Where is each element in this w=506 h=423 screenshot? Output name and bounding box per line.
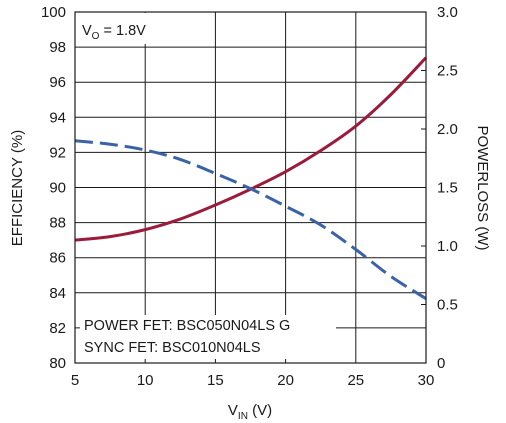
y-right-tick-label: 3.0 <box>437 4 458 21</box>
tick-labels: 5 10 15 20 25 30 80 82 84 86 88 90 92 94 96 98 100 0 0.5 1.… <box>41 4 458 389</box>
y-left-tick-label: 98 <box>49 39 66 56</box>
y-left-tick-label: 80 <box>49 355 66 372</box>
y-axis-left-title: EFFICIENCY (%) <box>9 130 26 246</box>
powerloss-series-line <box>74 139 427 300</box>
y-axis-right-title: POWERLOSS (W) <box>474 125 491 250</box>
x-tick-label: 10 <box>137 372 154 389</box>
x-tick-label: 20 <box>277 372 294 389</box>
y-right-tick-label: 0.5 <box>437 297 458 314</box>
x-tick-label: 25 <box>347 372 364 389</box>
vo-annotation: VO = 1.8V <box>82 23 146 42</box>
y-left-tick-label: 96 <box>49 74 66 91</box>
vo-annotation-box: VO = 1.8V <box>76 13 162 44</box>
y-left-tick-label: 100 <box>41 4 66 21</box>
y-right-tick-label: 0 <box>437 355 445 372</box>
series-layer <box>74 56 428 300</box>
y-left-tick-label: 88 <box>49 215 66 232</box>
x-tick-label: 15 <box>207 372 224 389</box>
y-left-tick-label: 84 <box>49 285 66 302</box>
y-right-tick-label: 1.0 <box>437 238 458 255</box>
x-tick-label: 5 <box>71 372 79 389</box>
y-left-tick-label: 94 <box>49 109 66 126</box>
y-right-tick-label: 2.5 <box>437 63 458 80</box>
x-tick-label: 30 <box>418 372 435 389</box>
sync-fet-annotation: SYNC FET: BSC010N04LS <box>84 340 261 356</box>
y-left-tick-label: 82 <box>49 320 66 337</box>
plot-frame <box>74 11 427 364</box>
x-axis-title: VIN (V) <box>228 402 272 422</box>
y-left-tick-label: 86 <box>49 250 66 267</box>
fet-annotation-box: POWER FET: BSC050N04LS G SYNC FET: BSC01… <box>80 315 336 359</box>
y-right-tick-label: 2.0 <box>437 121 458 138</box>
power-fet-annotation: POWER FET: BSC050N04LS G <box>84 318 290 334</box>
y-left-tick-label: 90 <box>49 180 66 197</box>
y-left-tick-label: 92 <box>49 144 66 161</box>
efficiency-series-line <box>74 56 428 242</box>
y-right-tick-label: 1.5 <box>437 180 458 197</box>
